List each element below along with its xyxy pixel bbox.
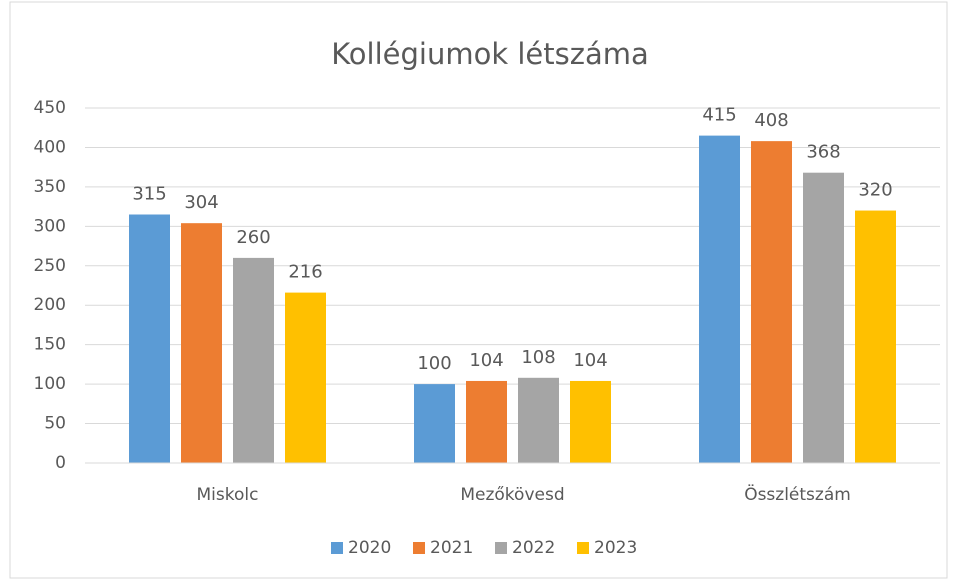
data-label: 104	[469, 350, 503, 371]
x-tick-label: Mezőkövesd	[460, 485, 564, 505]
y-tick-label: 350	[34, 177, 66, 197]
data-label: 415	[702, 105, 736, 126]
y-tick-label: 50	[44, 414, 66, 434]
bar	[233, 257, 274, 463]
bar	[751, 141, 792, 463]
y-tick-label: 300	[34, 216, 66, 236]
data-label: 368	[806, 142, 840, 163]
legend-label: 2020	[348, 538, 391, 558]
data-label: 315	[132, 184, 166, 205]
x-tick-label: Összlétszám	[744, 483, 851, 505]
y-tick-label: 100	[34, 374, 66, 394]
chart-title: Kollégiumok létszáma	[331, 37, 649, 71]
legend-label: 2023	[594, 538, 637, 558]
data-label: 100	[417, 353, 451, 374]
legend-swatch	[413, 542, 425, 554]
legend-label: 2022	[512, 538, 555, 558]
bar	[181, 223, 222, 463]
bar	[466, 380, 507, 463]
y-tick-label: 200	[34, 295, 66, 315]
bar	[129, 214, 170, 463]
bar	[570, 380, 611, 463]
y-tick-label: 150	[34, 335, 66, 355]
legend-label: 2021	[430, 538, 473, 558]
bar	[285, 292, 326, 463]
bar	[803, 172, 844, 463]
x-tick-label: Miskolc	[197, 485, 259, 505]
y-tick-label: 450	[34, 98, 66, 118]
legend-swatch	[495, 542, 507, 554]
bar	[518, 377, 559, 463]
data-label: 216	[288, 262, 322, 283]
data-label: 104	[573, 350, 607, 371]
data-label: 408	[754, 110, 788, 131]
bar	[414, 384, 455, 463]
data-label: 108	[521, 347, 555, 368]
legend-swatch	[577, 542, 589, 554]
legend-swatch	[331, 542, 343, 554]
bar	[699, 135, 740, 463]
y-tick-label: 400	[34, 137, 66, 157]
data-label: 320	[858, 180, 892, 201]
data-label: 304	[184, 192, 218, 213]
data-label: 260	[236, 227, 270, 248]
y-tick-label: 250	[34, 256, 66, 276]
bar	[855, 210, 896, 463]
y-tick-label: 0	[55, 453, 66, 473]
